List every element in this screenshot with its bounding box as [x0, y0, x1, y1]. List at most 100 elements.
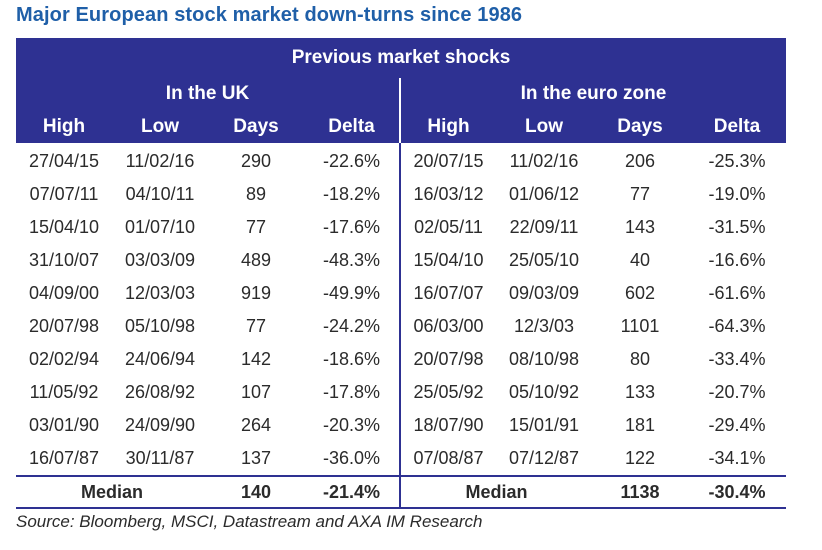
euro-delta-cell: -64.3%	[708, 316, 766, 336]
euro-days-cell: 80	[629, 349, 651, 369]
table-row: 20/07/98 05/10/98 77 -24.2% 06/03/00 12/3/03 1…	[16, 310, 786, 343]
euro-median-label: Median	[400, 475, 592, 509]
uk-low-header: Low	[112, 110, 208, 143]
uk-delta-cell: -22.6%	[304, 143, 401, 178]
euro-delta-cell: -20.7%	[708, 382, 766, 402]
table-row: 11/05/92 26/08/92 107 -17.8% 25/05/92 05/10/9…	[16, 376, 786, 409]
euro-delta-header: Delta	[688, 110, 786, 143]
euro-median-days: 1138	[592, 475, 688, 509]
table-row: 16/07/87 30/11/87 137 -36.0% 07/08/87 07/12/8…	[16, 442, 786, 476]
uk-high-cell: 11/05/92	[29, 382, 99, 402]
uk-days-cell: 264	[240, 415, 272, 435]
uk-low-cell: 11/02/16	[125, 151, 195, 171]
uk-high-cell: 04/09/00	[28, 283, 100, 303]
table-row: 31/10/07 03/03/09 489 -48.3% 15/04/10 25/05/1…	[16, 244, 786, 277]
uk-delta-cell: -49.9%	[304, 277, 401, 310]
uk-days-header: Days	[208, 110, 304, 143]
uk-days-cell: 142	[240, 349, 272, 369]
source-note: Source: Bloomberg, MSCI, Datastream and …	[16, 512, 483, 531]
uk-low-cell: 03/03/09	[124, 250, 196, 270]
euro-days-header: Days	[592, 110, 688, 143]
table-row: 02/02/94 24/06/94 142 -18.6% 20/07/98 08/10/9…	[16, 343, 786, 376]
uk-days-cell: 290	[240, 151, 272, 171]
uk-delta-header: Delta	[304, 110, 401, 143]
euro-high-cell: 18/07/90	[413, 415, 484, 435]
uk-delta-cell: -18.6%	[304, 343, 401, 376]
uk-delta-cell: -17.8%	[304, 376, 401, 409]
euro-delta-cell: -33.4%	[708, 349, 766, 369]
euro-low-cell: 22/09/11	[509, 217, 579, 237]
euro-low-cell: 07/12/87	[508, 448, 580, 468]
uk-days-cell: 107	[240, 382, 272, 402]
euro-delta-cell: -31.5%	[708, 217, 766, 237]
euro-delta-cell: -34.1%	[708, 448, 766, 468]
euro-days-cell: 40	[629, 250, 651, 270]
euro-high-cell: 16/03/12	[413, 184, 484, 204]
euro-zone-header: In the euro zone	[400, 78, 786, 110]
euro-median-delta: -30.4%	[688, 475, 786, 509]
uk-delta-cell: -18.2%	[304, 178, 401, 211]
uk-high-cell: 16/07/87	[28, 448, 100, 468]
uk-low-cell: 04/10/11	[125, 184, 195, 204]
euro-days-cell: 122	[624, 448, 656, 468]
uk-median-days: 140	[208, 475, 304, 509]
euro-days-cell: 602	[624, 283, 656, 303]
euro-high-cell: 15/04/10	[413, 250, 484, 270]
market-shocks-table: Previous market shocks In the UK In the …	[16, 38, 786, 509]
uk-low-cell: 24/06/94	[124, 349, 196, 369]
euro-high-cell: 20/07/98	[413, 349, 484, 369]
uk-delta-cell: -20.3%	[304, 409, 401, 442]
euro-high-cell: 20/07/15	[413, 151, 484, 171]
euro-low-cell: 15/01/91	[508, 415, 580, 435]
euro-delta-cell: -61.6%	[708, 283, 766, 303]
euro-days-cell: 143	[624, 217, 656, 237]
euro-days-cell: 206	[624, 151, 656, 171]
euro-days-cell: 181	[624, 415, 656, 435]
table-row: 15/04/10 01/07/10 77 -17.6% 02/05/11 22/09/11…	[16, 211, 786, 244]
uk-low-cell: 01/07/10	[124, 217, 196, 237]
euro-days-cell: 1101	[620, 316, 660, 336]
euro-high-cell: 25/05/92	[413, 382, 484, 402]
uk-delta-cell: -48.3%	[304, 244, 401, 277]
euro-days-cell: 133	[624, 382, 656, 402]
euro-days-cell: 77	[629, 184, 651, 204]
euro-high-cell: 07/08/87	[413, 448, 484, 468]
euro-delta-cell: -19.0%	[708, 184, 766, 204]
uk-days-cell: 137	[240, 448, 272, 468]
uk-delta-cell: -17.6%	[304, 211, 401, 244]
table-row: 27/04/15 11/02/16 290 -22.6% 20/07/15 11/02/1…	[16, 143, 786, 178]
euro-delta-cell: -29.4%	[708, 415, 766, 435]
uk-high-cell: 02/02/94	[28, 349, 100, 369]
uk-days-cell: 77	[245, 217, 267, 237]
uk-high-header: High	[16, 110, 112, 143]
uk-low-cell: 26/08/92	[124, 382, 196, 402]
euro-low-cell: 05/10/92	[508, 382, 580, 402]
euro-low-cell: 08/10/98	[508, 349, 580, 369]
previous-shocks-header: Previous market shocks	[16, 38, 786, 78]
euro-high-header: High	[400, 110, 496, 143]
euro-high-cell: 06/03/00	[413, 316, 484, 336]
median-row: Median 140 -21.4% Median 1138 -30.4%	[16, 475, 786, 509]
uk-low-cell: 30/11/87	[125, 448, 195, 468]
uk-days-cell: 489	[240, 250, 272, 270]
uk-median-delta: -21.4%	[304, 475, 401, 509]
uk-high-cell: 07/07/11	[29, 184, 99, 204]
uk-days-cell: 77	[245, 316, 267, 336]
uk-high-cell: 15/04/10	[28, 217, 100, 237]
table-row: 04/09/00 12/03/03 919 -49.9% 16/07/07 09/03/0…	[16, 277, 786, 310]
uk-high-cell: 03/01/90	[28, 415, 100, 435]
uk-delta-cell: -24.2%	[304, 310, 401, 343]
uk-low-cell: 12/03/03	[124, 283, 196, 303]
uk-high-cell: 31/10/07	[28, 250, 100, 270]
uk-low-cell: 05/10/98	[124, 316, 196, 336]
euro-low-cell: 25/05/10	[508, 250, 580, 270]
page-title: Major European stock market down-turns s…	[16, 4, 523, 26]
table-row: 03/01/90 24/09/90 264 -20.3% 18/07/90 15/01/9…	[16, 409, 786, 442]
uk-high-cell: 27/04/15	[28, 151, 100, 171]
uk-days-cell: 919	[240, 283, 272, 303]
uk-header: In the UK	[16, 78, 401, 110]
euro-low-cell: 01/06/12	[508, 184, 580, 204]
euro-high-cell: 02/05/11	[414, 217, 483, 237]
euro-low-cell: 09/03/09	[508, 283, 580, 303]
euro-delta-cell: -25.3%	[708, 151, 766, 171]
